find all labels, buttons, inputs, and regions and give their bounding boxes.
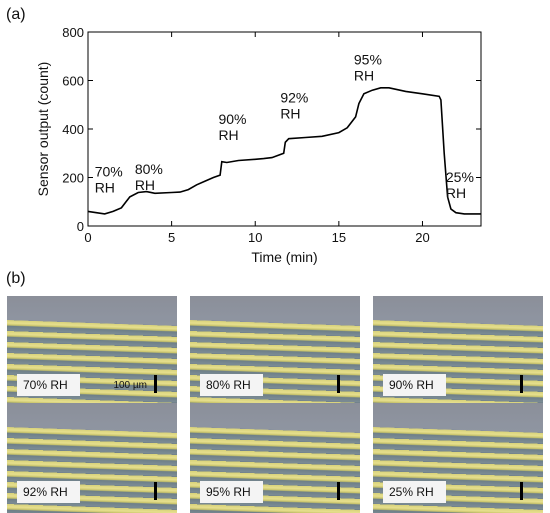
micrograph-label: 92% RH	[17, 481, 80, 503]
panel-a-label: (a)	[6, 6, 26, 23]
scale-bar	[154, 482, 157, 500]
y-tick-label: 800	[62, 25, 84, 40]
annotation-humidity: 25%	[446, 169, 474, 185]
micrograph-1: 70% RH 100 µm	[7, 296, 177, 406]
annotation-humidity: 70%	[95, 163, 123, 179]
micrograph-label: 95% RH	[200, 481, 263, 503]
micrograph-label: 90% RH	[383, 374, 446, 396]
annotation-humidity: 90%	[218, 111, 246, 127]
annotation-rh: RH	[135, 177, 155, 193]
x-tick-label: 10	[248, 230, 262, 245]
annotation-rh: RH	[446, 185, 466, 201]
x-tick-label: 20	[415, 230, 429, 245]
x-tick-label: 15	[332, 230, 346, 245]
scale-bar	[154, 375, 157, 393]
y-tick-label: 400	[62, 122, 84, 137]
scale-bar	[337, 375, 340, 393]
scale-bar	[520, 482, 523, 500]
annotation-humidity: 92%	[280, 89, 308, 105]
y-tick-label: 0	[77, 219, 84, 234]
sensor-output-line	[87, 87, 481, 215]
y-tick-label: 600	[62, 74, 84, 89]
micrograph-label: 70% RH	[17, 374, 80, 396]
scale-bar	[337, 482, 340, 500]
micrograph-3: 90% RH	[373, 296, 543, 406]
annotation-humidity: 95%	[354, 52, 382, 68]
micrograph-label: 25% RH	[383, 481, 446, 503]
annotation-rh: RH	[354, 68, 374, 84]
y-axis-label: Sensor output (count)	[35, 62, 51, 197]
x-tick-label: 0	[84, 230, 91, 245]
annotation-rh: RH	[280, 105, 300, 121]
annotation-humidity: 80%	[135, 161, 163, 177]
scale-bar	[520, 375, 523, 393]
scale-bar-text: 100 µm	[113, 380, 147, 391]
micrograph-5: 95% RH	[190, 403, 360, 513]
micrograph-6: 25% RH	[373, 403, 543, 513]
micrograph-label: 80% RH	[200, 374, 263, 396]
annotation-rh: RH	[218, 127, 238, 143]
annotation-rh: RH	[95, 179, 115, 195]
panel-b-label: (b)	[6, 270, 26, 287]
x-axis-label: Time (min)	[251, 249, 317, 265]
plot-frame	[87, 31, 482, 227]
micrograph-2: 80% RH	[190, 296, 360, 406]
x-tick-label: 5	[168, 230, 175, 245]
y-tick-label: 200	[62, 171, 84, 186]
micrograph-4: 92% RH	[7, 403, 177, 513]
